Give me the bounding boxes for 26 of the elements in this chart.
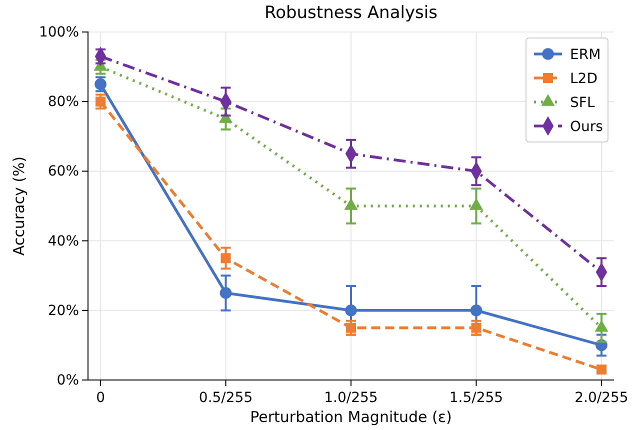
legend-label: ERM [570, 47, 601, 63]
point [470, 304, 482, 316]
y-tick-label: 40% [48, 233, 79, 250]
y-tick-label: 60% [48, 164, 79, 180]
x-tick-label: 1.5/255 [449, 390, 504, 406]
y-tick-label: 0% [56, 372, 79, 388]
legend-label: Ours [570, 119, 603, 135]
point [220, 253, 231, 264]
point [346, 322, 356, 333]
point [220, 287, 232, 299]
legend-label: L2D [570, 71, 598, 87]
chart-title: Robustness Analysis [264, 3, 438, 23]
point [96, 96, 106, 107]
y-tick-label: 80% [48, 94, 79, 110]
point [596, 364, 606, 375]
x-tick-label: 1.0/255 [324, 390, 378, 406]
x-tick-label: 2.0/255 [574, 390, 628, 406]
x-tick-label: 0.5/255 [198, 390, 253, 406]
y-axis-title: Accuracy (%) [10, 156, 28, 256]
legend-label: SFL [570, 95, 595, 111]
y-tick-label: 100% [38, 24, 79, 40]
point [345, 304, 357, 316]
x-tick-label: 0 [96, 390, 105, 406]
x-axis-title: Perturbation Magnitude (ε) [250, 408, 452, 426]
point [471, 322, 482, 333]
y-tick-label: 20% [48, 302, 79, 319]
